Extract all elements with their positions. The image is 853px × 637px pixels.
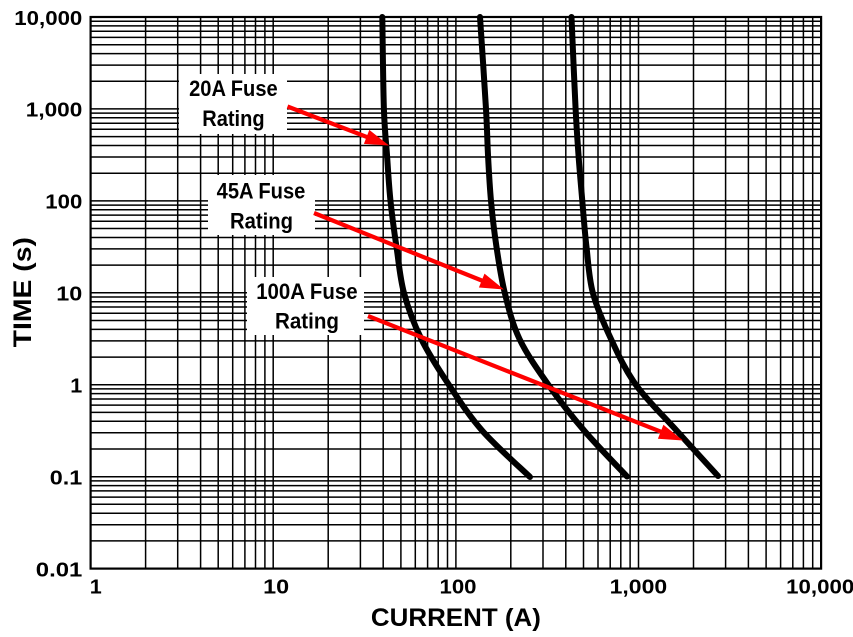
- svg-text:45A Fuse: 45A Fuse: [217, 179, 306, 204]
- svg-text:1: 1: [90, 576, 102, 599]
- svg-text:100: 100: [440, 576, 477, 599]
- svg-text:0.01: 0.01: [36, 558, 83, 581]
- svg-text:10,000: 10,000: [786, 576, 853, 599]
- svg-text:100: 100: [45, 191, 82, 214]
- svg-text:TIME (s): TIME (s): [9, 237, 37, 347]
- svg-text:100A Fuse: 100A Fuse: [256, 279, 357, 304]
- svg-text:CURRENT (A): CURRENT (A): [371, 604, 541, 632]
- svg-text:20A Fuse: 20A Fuse: [189, 76, 278, 101]
- svg-text:1,000: 1,000: [26, 99, 83, 122]
- svg-text:10: 10: [56, 283, 82, 306]
- svg-text:1,000: 1,000: [610, 576, 668, 599]
- svg-text:10,000: 10,000: [14, 7, 82, 30]
- svg-text:0.1: 0.1: [50, 467, 83, 490]
- svg-text:1: 1: [70, 375, 82, 398]
- svg-text:Rating: Rating: [275, 309, 339, 334]
- svg-text:Rating: Rating: [230, 209, 293, 234]
- svg-text:Rating: Rating: [202, 106, 264, 131]
- svg-text:10: 10: [263, 576, 289, 599]
